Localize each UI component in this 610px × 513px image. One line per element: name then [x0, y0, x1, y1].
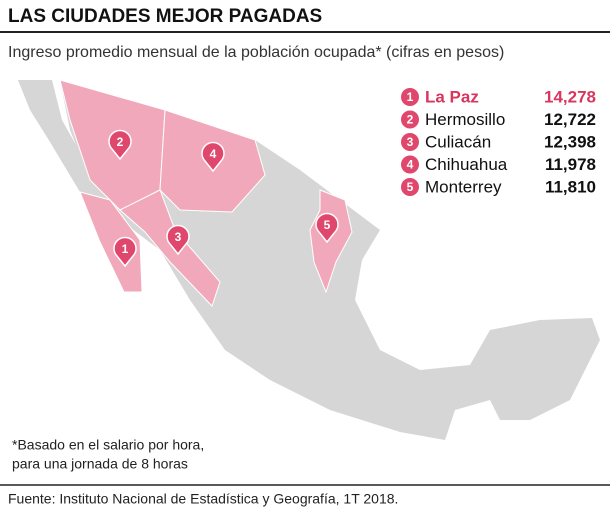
map-pin [113, 236, 137, 268]
city-name: Culiacán [425, 132, 491, 151]
footnote: para una jornada de 8 horas [12, 456, 188, 472]
rank-number: 4 [407, 158, 414, 172]
pin-rank: 3 [175, 230, 182, 244]
rank-badge [401, 133, 419, 151]
state-bcs [79, 191, 143, 293]
pin-rank: 5 [324, 218, 331, 232]
source: Fuente: Instituto Nacional de Estadístic… [8, 491, 398, 507]
rank-badge [401, 155, 419, 174]
pin-rank: 4 [210, 147, 217, 161]
map-pin [201, 141, 225, 173]
city-income: 11,810 [545, 177, 596, 196]
city-income: 14,278 [544, 87, 596, 106]
footnote: *Basado en el salario por hora, [12, 437, 204, 453]
state-sinaloa [119, 189, 221, 307]
city-name: Monterrey [425, 177, 502, 196]
rank-number: 1 [407, 90, 414, 104]
pin-rank: 1 [122, 242, 129, 256]
map-pin [166, 224, 190, 256]
map-pin [315, 212, 339, 244]
city-name: La Paz [425, 87, 479, 106]
city-name: Hermosillo [425, 110, 505, 129]
city-income: 11,978 [545, 155, 596, 174]
rank-number: 5 [407, 180, 414, 194]
city-income: 12,722 [544, 110, 596, 129]
city-income: 12,398 [544, 132, 596, 151]
map-pin [108, 129, 132, 161]
title: LAS CIUDADES MEJOR PAGADAS [8, 6, 322, 27]
city-name: Chihuahua [425, 155, 508, 174]
rank-badge [401, 88, 419, 106]
rank-badge [401, 178, 419, 196]
map [18, 79, 600, 440]
subtitle: Ingreso promedio mensual de la población… [8, 44, 504, 61]
rank-badge [401, 110, 419, 129]
rank-number: 2 [407, 113, 414, 127]
rank-number: 3 [407, 135, 414, 149]
pin-rank: 2 [117, 135, 124, 149]
